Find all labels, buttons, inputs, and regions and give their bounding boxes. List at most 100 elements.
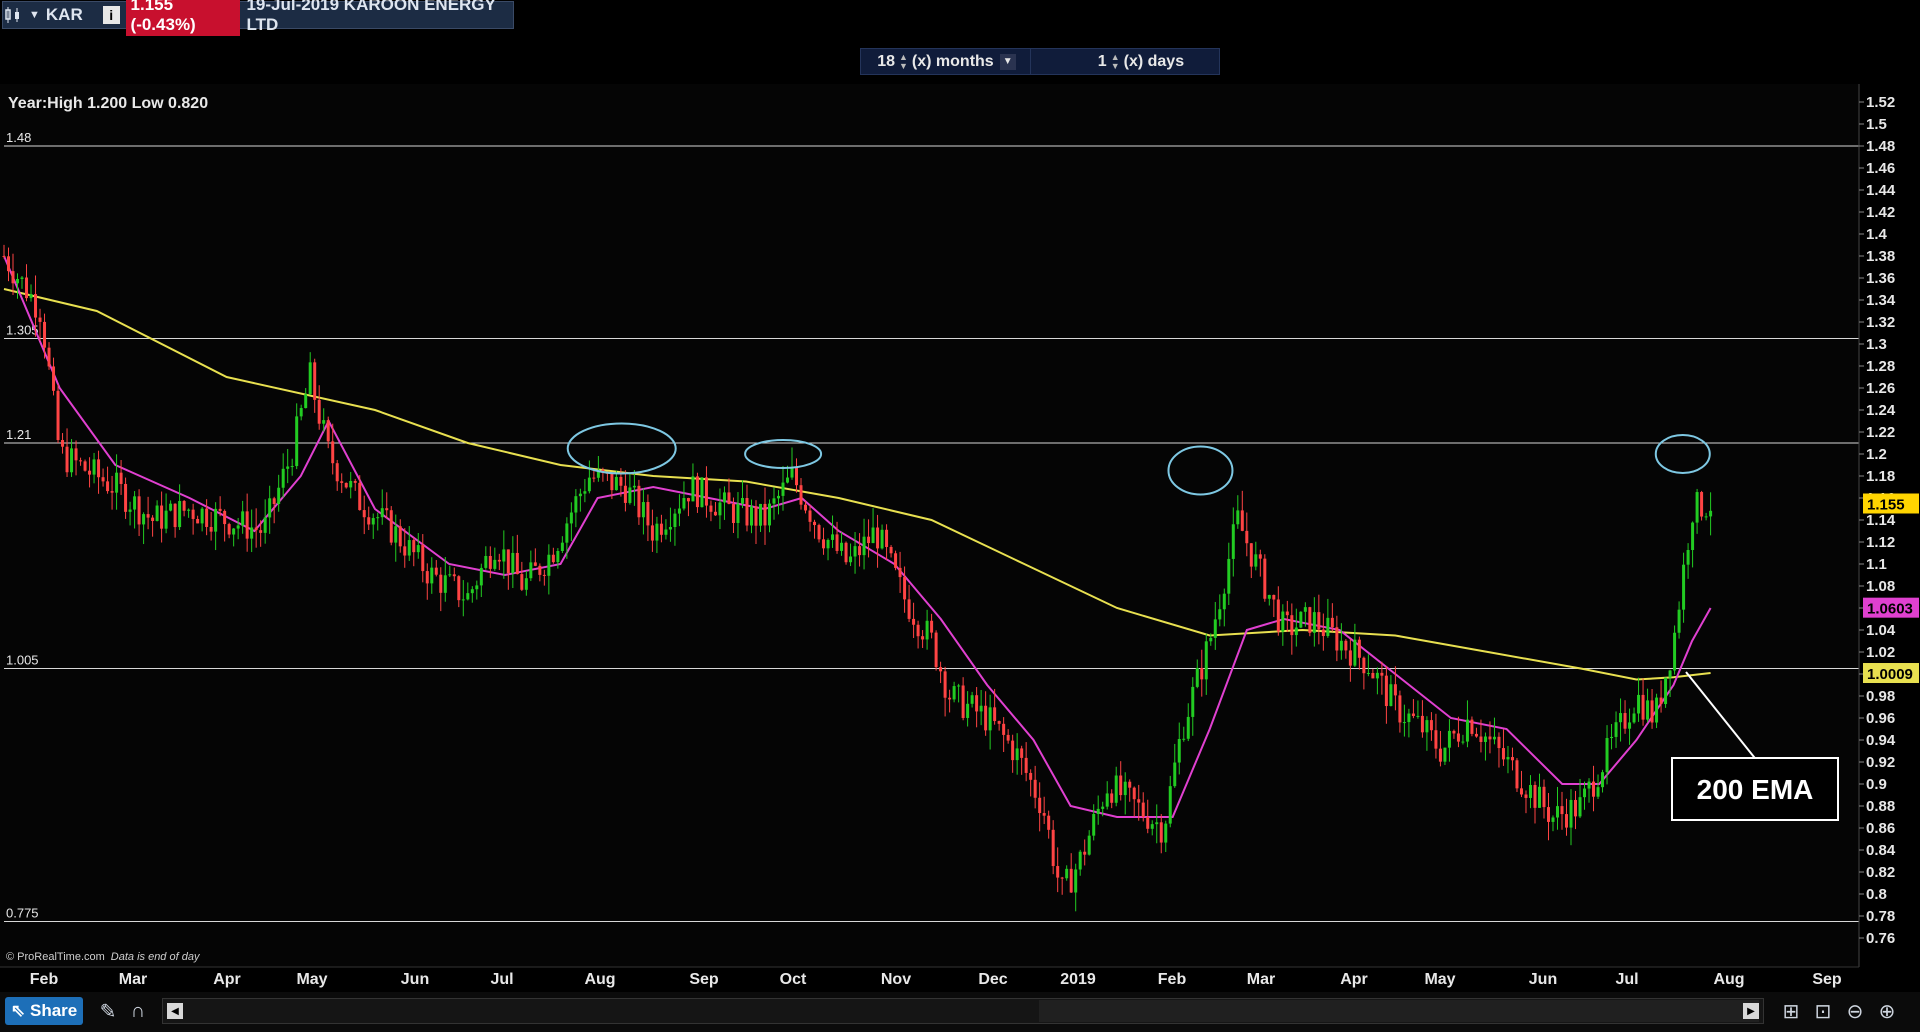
magnet-icon[interactable]: ∩ xyxy=(130,999,146,1022)
candle-down xyxy=(1290,615,1294,636)
candle-down xyxy=(326,420,330,442)
candle-up xyxy=(614,476,618,491)
candle-up xyxy=(736,503,740,523)
x-axis: Feb Mar Apr May Jun Jul Aug Sep Oct Nov Dec 2019 Feb… xyxy=(0,966,1859,988)
candle-down xyxy=(921,636,925,640)
candle-up xyxy=(281,468,285,488)
x-tick-label: Oct xyxy=(780,971,807,988)
candle-up xyxy=(394,526,398,543)
annotation-pointer xyxy=(1685,671,1759,763)
candle-up xyxy=(1601,772,1605,788)
candle-up xyxy=(493,559,497,569)
candle-down xyxy=(335,463,339,482)
candle-down xyxy=(1308,607,1312,633)
source-note: © ProRealTime.com Data is end of day xyxy=(6,951,201,963)
candle-down xyxy=(488,555,492,569)
share-icon: ⇖ xyxy=(10,1001,25,1020)
share-button[interactable]: ⇖ Share xyxy=(5,997,83,1025)
y-tick-label: 1.24 xyxy=(1866,402,1896,419)
months-dropdown-icon[interactable]: ▼ xyxy=(999,53,1016,70)
months-stepper[interactable]: ▲ ▼ xyxy=(899,51,908,71)
candle-down xyxy=(146,514,150,518)
candle-up xyxy=(1686,550,1690,565)
candle-up xyxy=(376,517,380,519)
candle-up xyxy=(574,496,578,513)
candle-down xyxy=(1330,617,1334,628)
export-icon[interactable]: ⊞ xyxy=(1782,1000,1800,1023)
candle-down xyxy=(795,467,799,486)
level-label: 1.305 xyxy=(6,323,39,338)
candle-up xyxy=(1628,722,1632,729)
candle-up xyxy=(1326,617,1330,637)
candle-up xyxy=(1587,781,1591,789)
candle-up xyxy=(587,477,591,492)
candle-up xyxy=(475,585,479,590)
candle-up xyxy=(268,498,272,518)
candle-down xyxy=(506,549,510,574)
x-tick-label: 2019 xyxy=(1060,971,1096,988)
candle-up xyxy=(1267,594,1271,599)
candle-up xyxy=(1655,697,1659,723)
drawing-tools-icon[interactable]: ✎ xyxy=(99,1000,117,1023)
chart-scrollbar[interactable]: ◀ ▶ xyxy=(162,998,1764,1024)
candle-up xyxy=(1673,632,1677,671)
candle-up xyxy=(840,542,844,551)
candle-up xyxy=(1375,672,1379,679)
candle-down xyxy=(1245,530,1249,544)
candle-down xyxy=(1321,629,1325,637)
info-icon[interactable]: i xyxy=(102,6,120,24)
candle-up xyxy=(250,527,254,539)
days-stepper[interactable]: ▲ ▼ xyxy=(1110,51,1120,71)
scroll-left-icon[interactable]: ◀ xyxy=(167,1003,183,1019)
symbol-label[interactable]: KAR xyxy=(45,5,83,24)
candle-up xyxy=(767,503,771,526)
candle-down xyxy=(1276,599,1280,632)
candle-up xyxy=(1173,762,1177,787)
horizontal-levels: 1.48 1.305 1.21 1.005 0.775 xyxy=(4,130,1859,922)
candle-up xyxy=(1312,612,1316,633)
candle-down xyxy=(637,485,641,518)
candle-up xyxy=(20,277,24,279)
candle-up xyxy=(790,467,794,478)
days-value[interactable]: 1 xyxy=(1097,52,1107,70)
candle-up xyxy=(1015,748,1019,761)
candle-down xyxy=(1479,736,1483,742)
candle-up xyxy=(1483,736,1487,742)
candle-down xyxy=(533,562,537,566)
candle-down xyxy=(916,624,920,637)
candle-up xyxy=(1402,722,1406,724)
date-company-label: 19-Jul-2019 KAROON ENERGY LTD xyxy=(246,0,496,34)
scroll-thumb[interactable] xyxy=(1039,1000,1759,1022)
candle-up xyxy=(1578,797,1582,817)
candle-up xyxy=(826,539,830,549)
months-value[interactable]: 18 xyxy=(877,52,895,70)
candles xyxy=(2,244,1713,912)
symbol-bar[interactable]: ▼ KAR i 1.155 (-0.43%) 19-Jul-2019 KAROO… xyxy=(2,0,514,36)
candle-up xyxy=(1209,637,1213,642)
candle-down xyxy=(1452,730,1456,734)
candle-down xyxy=(412,540,416,553)
zoom-out-icon[interactable]: ⊖ xyxy=(1846,1000,1864,1023)
chevron-down-icon[interactable]: ▼ xyxy=(29,9,40,21)
candle-down xyxy=(745,498,749,526)
candle-down xyxy=(515,552,519,575)
zoom-fit-icon[interactable]: ⊡ xyxy=(1814,1000,1832,1023)
candle-up xyxy=(1668,670,1672,678)
candlestick-icon[interactable] xyxy=(3,6,23,24)
candle-up xyxy=(290,466,294,468)
scroll-right-icon[interactable]: ▶ xyxy=(1743,1003,1759,1019)
candle-down xyxy=(1060,877,1064,879)
candle-up xyxy=(484,555,488,568)
high-circle xyxy=(566,422,677,475)
candle-down xyxy=(704,477,708,506)
y-tick-label: 1.42 xyxy=(1866,204,1895,221)
candle-up xyxy=(1664,677,1668,705)
x-tick-label: Aug xyxy=(584,971,615,988)
zoom-in-icon[interactable]: ⊕ xyxy=(1878,1000,1896,1023)
y-tick-label: 1.02 xyxy=(1866,644,1895,661)
candle-down xyxy=(835,534,839,551)
candle-down xyxy=(367,517,371,525)
candle-down xyxy=(686,498,690,502)
candle-down xyxy=(227,524,231,535)
